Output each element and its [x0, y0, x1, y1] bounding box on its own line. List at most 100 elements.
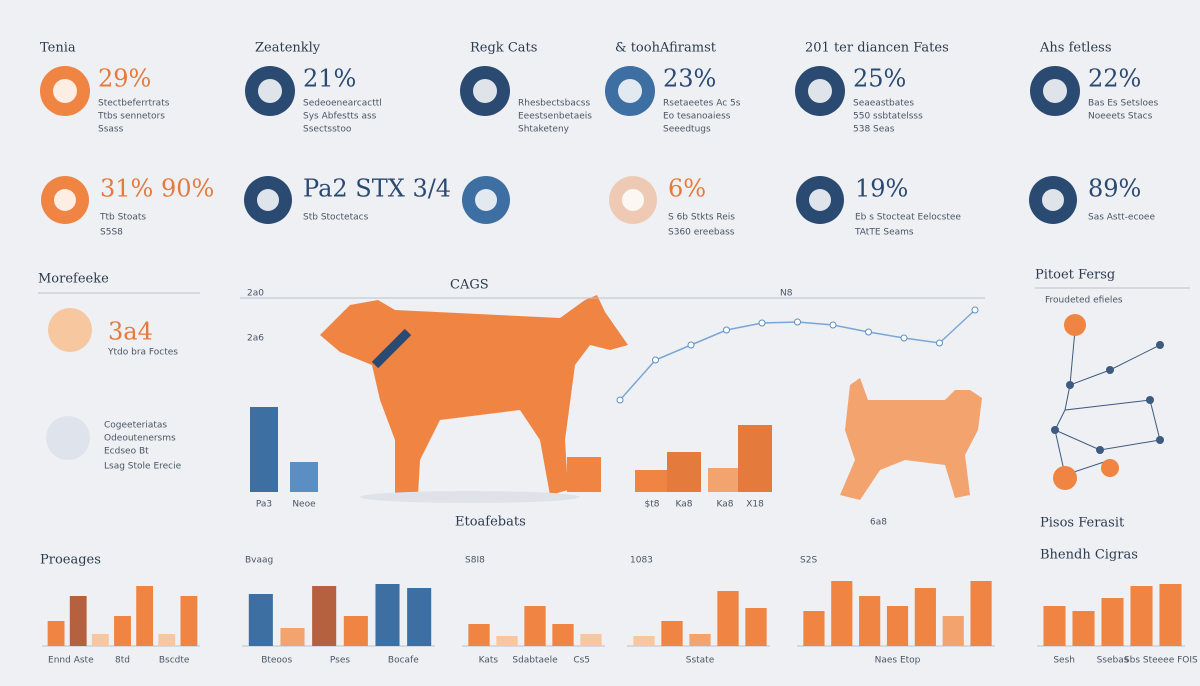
network-nodes [1051, 314, 1164, 490]
stat-title: Tenia [40, 41, 76, 56]
icon-inner [618, 79, 642, 103]
stat-value: 31% 90% [100, 175, 214, 203]
axis-label: 2a0 [247, 289, 264, 299]
bar [831, 581, 853, 646]
stat-text: Eo tesanoaiess [663, 112, 731, 122]
line-point [758, 319, 766, 327]
icon-inner [54, 189, 76, 211]
icon-inner [809, 189, 831, 211]
stat-text: Ttbs sennetors [97, 112, 165, 122]
bar [114, 616, 131, 646]
bar [633, 636, 655, 646]
stat-value: 3a4 [108, 318, 153, 346]
stat-text: Noeeets Stacs [1088, 112, 1153, 122]
stat-text: Shtaketeny [518, 125, 570, 135]
stat-text: Stb Stoctetacs [303, 213, 369, 223]
stat-value: 22% [1088, 65, 1141, 93]
stat-text: Cogeeteriatas [104, 421, 167, 431]
bar [290, 462, 318, 492]
icon-inner [1043, 79, 1067, 103]
icon-inner [1042, 189, 1064, 211]
axis-label: Ssebas [1097, 656, 1129, 666]
stat-text: Ssass [98, 125, 124, 135]
line-point [900, 334, 908, 342]
network-diagram [1054, 329, 1161, 476]
icon [46, 416, 90, 460]
bar [1101, 598, 1124, 646]
bar [468, 624, 490, 646]
stat-value: 25% [853, 65, 906, 93]
stat-text: Seaeastbates [853, 99, 914, 109]
line-point [794, 318, 801, 326]
bar [248, 594, 273, 646]
cat-illustration [840, 378, 982, 500]
icon [48, 308, 92, 352]
icon-inner [475, 189, 497, 211]
stat-text: Bas Es Setsloes [1088, 99, 1158, 109]
chart-title: S2S [800, 556, 817, 566]
bar [942, 616, 964, 646]
stat-value: 29% [98, 65, 151, 93]
bar [524, 606, 546, 646]
stat-text: Sedeoenearcacttl [303, 99, 382, 109]
bar [970, 581, 992, 646]
chart-subtitle: Etoafebats [455, 515, 526, 530]
axis-label: Cs5 [573, 656, 590, 666]
bar [91, 634, 109, 646]
line-point [936, 339, 943, 347]
bar [1072, 611, 1095, 646]
axis-label: 6a8 [870, 518, 887, 528]
chart-title: Proeages [40, 553, 101, 568]
chart-title: CAGS [450, 278, 489, 293]
bar [312, 586, 337, 646]
bar [745, 608, 767, 646]
axis-label: Ennd Aste [48, 656, 94, 666]
axis-label: Sesh [1053, 656, 1075, 666]
stat-value: Pa2 STX 3/4 [303, 175, 451, 203]
line-point [616, 396, 624, 404]
chart-title: Bhendh Cigras [1040, 548, 1138, 563]
bar [886, 606, 909, 646]
chart-title: S8I8 [465, 556, 485, 566]
bar [407, 588, 432, 646]
bar [567, 457, 601, 492]
bar-label: Ka8 [717, 500, 734, 510]
line-point [865, 328, 872, 336]
axis-label: 2a6 [247, 334, 264, 344]
bar [580, 634, 602, 646]
stat-text: S360 ereebass [668, 228, 735, 238]
stat-text: S 6b Stkts Reis [668, 213, 735, 223]
icon-inner [473, 79, 497, 103]
stat-value: 23% [663, 65, 716, 93]
axis-label: Pses [330, 656, 350, 666]
bar [738, 425, 772, 492]
stat-text: 550 ssbtatelsss [853, 112, 923, 122]
stat-text: Seeedtugs [663, 125, 711, 135]
bar [250, 407, 278, 492]
bar [689, 634, 711, 646]
bar [136, 586, 154, 646]
axis-label: Bscdte [159, 656, 190, 666]
axis-label: 8td [115, 656, 130, 666]
ground-shadow [360, 491, 580, 503]
icon-inner [53, 79, 77, 103]
chart-title: Bvaag [245, 556, 273, 566]
stat-text: Stectbeferrtrats [98, 99, 170, 109]
stat-text: Eeestsenbetaeis [518, 112, 592, 122]
icon-inner [258, 79, 282, 103]
bar [803, 611, 825, 646]
stat-text: Ttb Stoats [99, 213, 146, 223]
bar [47, 621, 65, 646]
axis-label: Sbs Steeee FOIS [1124, 656, 1198, 666]
bar-label: Pa3 [256, 500, 272, 510]
stat-text: 538 Seas [853, 125, 895, 135]
stat-text: S5S8 [100, 228, 123, 238]
axis-label: N8 [780, 289, 793, 299]
stat-text: Rsetaeetes Ac 5s [663, 99, 741, 109]
icon-inner [622, 189, 644, 211]
bar [375, 584, 400, 646]
line-point [829, 321, 837, 329]
axis-label: Sstate [686, 656, 715, 666]
stat-text: Sas Astt-ecoee [1088, 213, 1155, 223]
